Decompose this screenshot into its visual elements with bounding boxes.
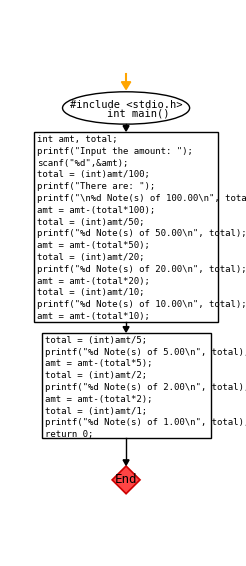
Text: int main(): int main() <box>82 108 170 118</box>
Polygon shape <box>112 466 140 494</box>
Ellipse shape <box>62 92 190 124</box>
Text: total = (int)amt/5;
printf("%d Note(s) of 5.00\n", total);
amt = amt-(total*5);
: total = (int)amt/5; printf("%d Note(s) o… <box>45 336 246 439</box>
Polygon shape <box>123 126 129 131</box>
Polygon shape <box>122 82 131 89</box>
Text: #include <stdio.h>: #include <stdio.h> <box>70 100 182 110</box>
Polygon shape <box>42 333 211 438</box>
Text: int amt, total;
printf("Input the amount: ");
scanf("%d",&amt);
total = (int)amt: int amt, total; printf("Input the amount… <box>37 135 246 321</box>
Polygon shape <box>123 327 129 332</box>
Polygon shape <box>34 132 217 322</box>
Text: End: End <box>115 473 137 486</box>
Polygon shape <box>123 460 129 465</box>
